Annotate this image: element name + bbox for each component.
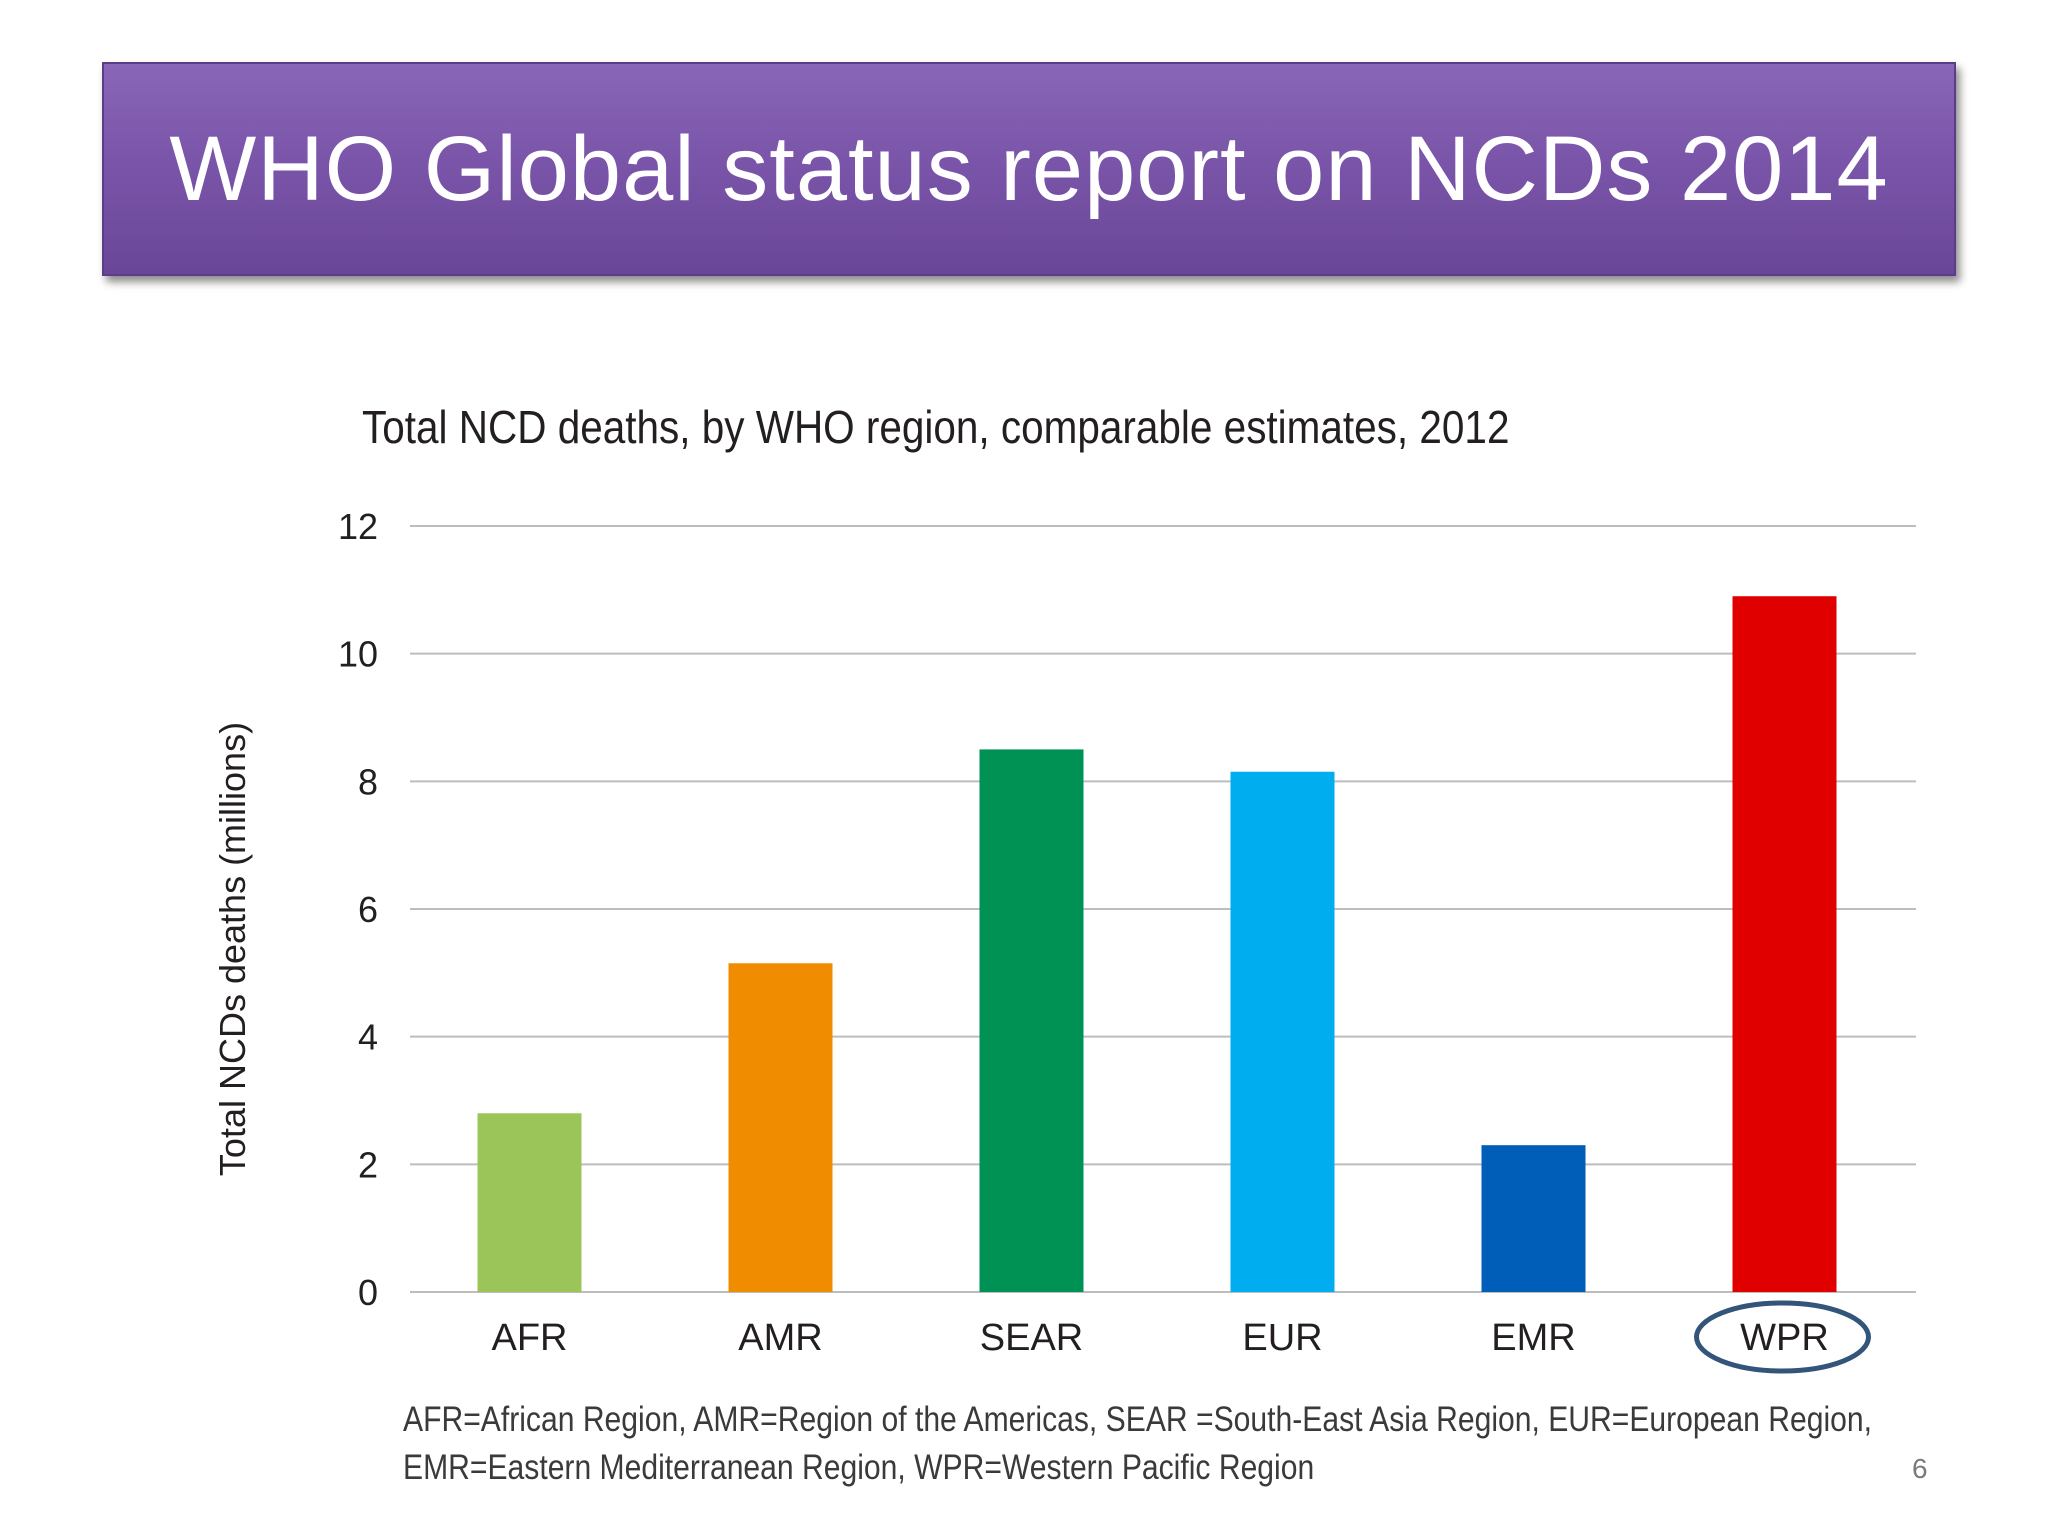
- x-tick-label: AMR: [738, 1317, 822, 1359]
- chart-panel: [220, 372, 1960, 1522]
- y-tick-label: 0: [358, 1272, 378, 1313]
- footnote-line-1: AFR=African Region, AMR=Region of the Am…: [403, 1400, 1873, 1439]
- slide-number: 6: [1912, 1453, 1928, 1484]
- x-tick-label: EUR: [1242, 1317, 1322, 1359]
- y-tick-label: 12: [338, 506, 378, 547]
- x-tick-label: WPR: [1740, 1317, 1829, 1359]
- slide-title: WHO Global status report on NCDs 2014: [169, 117, 1889, 220]
- y-tick-label: 10: [338, 634, 378, 675]
- y-tick-label: 6: [358, 889, 378, 930]
- y-axis-label: Total NCDs deaths (millions): [212, 722, 253, 1176]
- highlight-ellipse: [1694, 1300, 1871, 1374]
- x-tick-label: SEAR: [980, 1317, 1083, 1359]
- title-banner: WHO Global status report on NCDs 2014: [102, 62, 1956, 276]
- bar-emr: [1481, 1145, 1586, 1292]
- bar-afr: [477, 1113, 582, 1292]
- y-tick-label: 4: [358, 1017, 378, 1058]
- y-tick-label: 8: [358, 761, 378, 802]
- bar-wpr: [1732, 596, 1837, 1292]
- bar-eur: [1230, 771, 1335, 1292]
- x-tick-label: AFR: [492, 1317, 568, 1359]
- chart-title: Total NCD deaths, by WHO region, compara…: [362, 401, 1510, 453]
- y-tick-label: 2: [358, 1144, 378, 1185]
- bar-amr: [728, 963, 833, 1292]
- chart-footnote: AFR=African Region, AMR=Region of the Am…: [403, 1396, 1872, 1492]
- x-tick-label: EMR: [1491, 1317, 1575, 1359]
- bar-sear: [979, 749, 1084, 1292]
- footnote-line-2: EMR=Eastern Mediterranean Region, WPR=We…: [403, 1448, 1315, 1487]
